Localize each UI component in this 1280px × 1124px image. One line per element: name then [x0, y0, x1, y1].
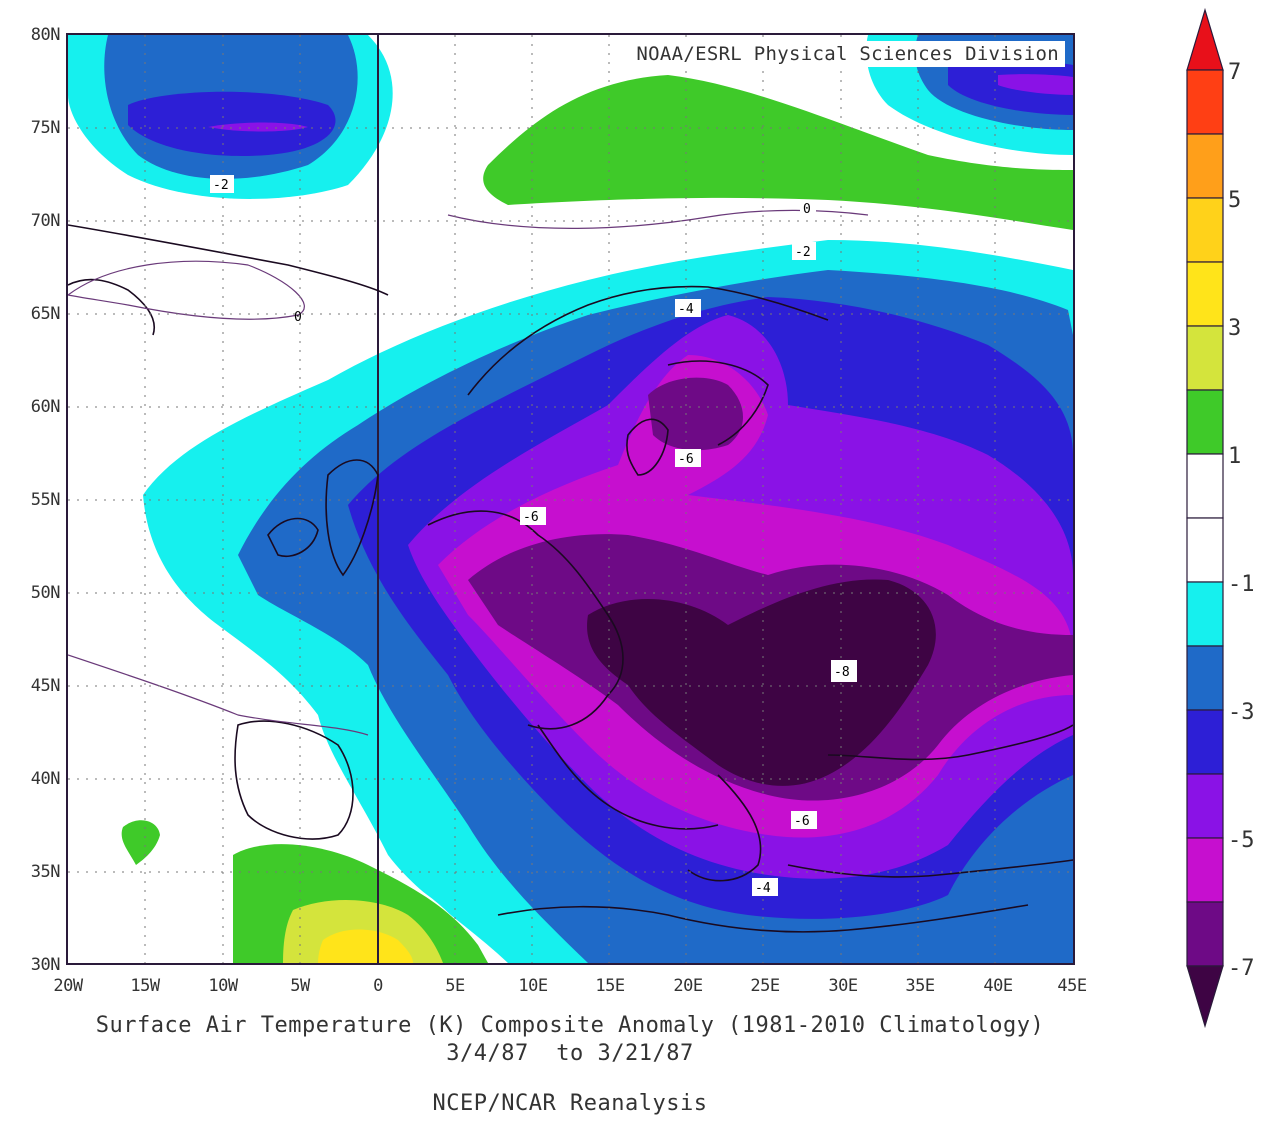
colorbar-label-7: 7 [1228, 60, 1242, 85]
lon-label-0: 0 [373, 976, 383, 996]
colorbar-label-5: 5 [1228, 188, 1242, 213]
caption-title: Surface Air Temperature (K) Composite An… [95, 1013, 1045, 1038]
contour-fill-p1-island [121, 820, 160, 865]
contour-label-neg2-scand: -2 [795, 245, 811, 260]
contour-label-neg4-north: -4 [678, 302, 694, 317]
contour-fill-m7-scandinavia [648, 377, 743, 451]
lon-label-10e: 10E [518, 976, 548, 996]
lat-label-55n: 55N [30, 490, 61, 510]
lon-label-40e: 40E [983, 976, 1013, 996]
lon-label-20e: 20E [673, 976, 703, 996]
lat-label-40n: 40N [30, 769, 61, 789]
colorbar-swatch-5-6 [1186, 133, 1224, 199]
lon-label-10w: 10W [208, 976, 238, 996]
contour-label-neg6-west: -6 [523, 510, 539, 525]
colorbar-swatch-m5-m4 [1186, 773, 1224, 839]
lon-label-25e: 25E [750, 976, 780, 996]
lon-label-5e: 5E [445, 976, 465, 996]
credit-label: NOAA/ESRL Physical Sciences Division [630, 41, 1065, 67]
colorbar-label-3: 3 [1228, 316, 1242, 341]
colorbar-swatch-m4-m3 [1186, 709, 1224, 775]
colorbar-swatch-m6-m5 [1186, 837, 1224, 903]
colorbar-swatch-2-3 [1186, 325, 1224, 391]
lon-label-5w: 5W [290, 976, 310, 996]
colorbar-swatch-m2-m1 [1186, 581, 1224, 647]
colorbar-swatch-6-7 [1186, 69, 1224, 135]
colorbar-label-m5: -5 [1228, 828, 1255, 853]
contour-label-neg8: -8 [834, 665, 850, 680]
contour-label-neg6-scand: -6 [678, 452, 694, 467]
contour-fill-p3-sahara [318, 929, 413, 963]
contour-fill-m5-northeast [998, 74, 1073, 95]
lon-label-30e: 30E [828, 976, 858, 996]
lon-label-20w: 20W [53, 976, 83, 996]
lat-label-65n: 65N [30, 304, 61, 324]
colorbar-label-m1: -1 [1228, 572, 1255, 597]
colorbar-swatch-above-7 [1186, 7, 1224, 71]
colorbar-swatch-4-5 [1186, 197, 1224, 263]
lat-label-50n: 50N [30, 583, 61, 603]
map-panel: -2 -2 0 0 -4 -6 -6 -8 -6 -4 NOAA/ESRL Ph… [66, 33, 1075, 965]
colorbar-swatch-m1-0 [1186, 517, 1224, 583]
colorbar-swatch-m3-m2 [1186, 645, 1224, 711]
lat-label-70n: 70N [30, 211, 61, 231]
coastlines [68, 224, 1073, 933]
colorbar-swatch-0-1 [1186, 453, 1224, 519]
caption-dates: 3/4/87 to 3/21/87 [446, 1041, 694, 1066]
colorbar-swatch-below-m7 [1186, 965, 1224, 1029]
contour-fill-m5-northwest [208, 122, 308, 132]
lat-label-35n: 35N [30, 862, 61, 882]
contour-fill-m8-core [587, 579, 936, 786]
contour-fill-p1-arctic [483, 75, 1073, 230]
lat-label-80n: 80N [30, 25, 61, 45]
lon-label-15e: 15E [595, 976, 625, 996]
colorbar-swatch-1-2 [1186, 389, 1224, 455]
temperature-anomaly-map: -2 -2 0 0 -4 -6 -6 -8 -6 -4 [68, 35, 1073, 963]
colorbar-label-1: 1 [1228, 444, 1242, 469]
contour-label-neg6-south: -6 [794, 814, 810, 829]
colorbar-swatch-3-4 [1186, 261, 1224, 327]
contour-label-neg4-south: -4 [755, 881, 771, 896]
contour-label-zero-scand: 0 [803, 202, 811, 217]
lon-label-45e: 45E [1057, 976, 1087, 996]
colorbar-swatch-m7-m6 [1186, 901, 1224, 967]
zero-isolines [68, 209, 869, 736]
colorbar-label-m7: -7 [1228, 956, 1255, 981]
lon-label-35e: 35E [905, 976, 935, 996]
contour-labels: -2 -2 0 0 -4 -6 -6 -8 -6 -4 [210, 175, 857, 896]
colorbar [1186, 7, 1224, 1029]
lat-label-75n: 75N [30, 118, 61, 138]
lat-label-30n: 30N [30, 955, 61, 975]
lat-label-45n: 45N [30, 676, 61, 696]
caption-source: NCEP/NCAR Reanalysis [432, 1091, 708, 1116]
colorbar-label-m3: -3 [1228, 700, 1255, 725]
lon-label-15w: 15W [130, 976, 160, 996]
contour-label-neg2-north: -2 [213, 178, 229, 193]
lat-label-60n: 60N [30, 397, 61, 417]
contour-label-zero-atl: 0 [294, 310, 302, 325]
